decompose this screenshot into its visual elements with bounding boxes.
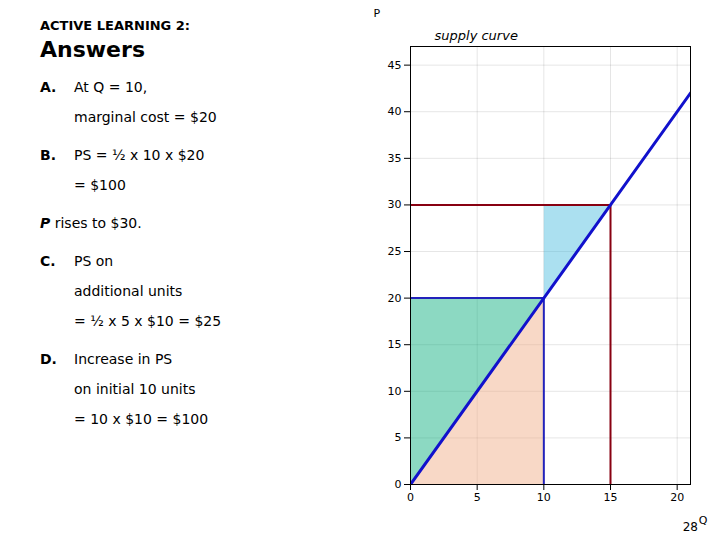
svg-text:30: 30: [388, 198, 402, 211]
html-text:on initial 10 units: on initial 10 units: [74, 381, 196, 397]
svg-text:20: 20: [670, 491, 684, 504]
html-text:= $100: = $100: [74, 177, 126, 193]
svg-text:45: 45: [388, 59, 402, 72]
svg-text:supply curve: supply curve: [435, 28, 518, 43]
html-text:= ½ x 5 x $10 = $25: = ½ x 5 x $10 = $25: [74, 313, 222, 329]
svg-text:0: 0: [407, 491, 414, 504]
svg-text:10: 10: [537, 491, 551, 504]
svg-text:25: 25: [388, 245, 402, 258]
svg-text:5: 5: [474, 491, 481, 504]
html-text:= 10 x $10 = $100: = 10 x $10 = $100: [74, 411, 209, 427]
html-text:D.: D.: [40, 351, 57, 367]
svg-text:15: 15: [604, 491, 618, 504]
html-text:PS = ½ x 10 x $20: PS = ½ x 10 x $20: [74, 147, 205, 163]
svg-text:0: 0: [395, 478, 402, 491]
svg-text:Q: Q: [699, 514, 708, 527]
html-text:A.: A.: [40, 79, 57, 95]
svg-text:P: P: [374, 7, 381, 20]
svg-text:40: 40: [388, 105, 402, 118]
html-text:Increase in PS: Increase in PS: [74, 351, 173, 367]
svg-text:35: 35: [388, 152, 402, 165]
html-text:additional units: additional units: [74, 283, 183, 299]
html-text:C.: C.: [40, 253, 56, 269]
html-text:marginal cost = $20: marginal cost = $20: [74, 109, 217, 125]
html-text:At Q = 10,: At Q = 10,: [74, 79, 148, 95]
svg-text:20: 20: [388, 292, 402, 305]
html-text:B.: B.: [40, 147, 56, 163]
svg-text:10: 10: [388, 385, 402, 398]
html-text:ACTIVE LEARNING 2:: ACTIVE LEARNING 2:: [40, 18, 190, 33]
svg-text:5: 5: [395, 431, 402, 444]
html-text:Answers: Answers: [40, 37, 145, 62]
svg-text:15: 15: [388, 338, 402, 351]
html-text:28: 28: [682, 520, 698, 534]
html-text:PS on: PS on: [74, 253, 114, 269]
html-text:P rises to $30.: P rises to $30.: [40, 215, 142, 231]
